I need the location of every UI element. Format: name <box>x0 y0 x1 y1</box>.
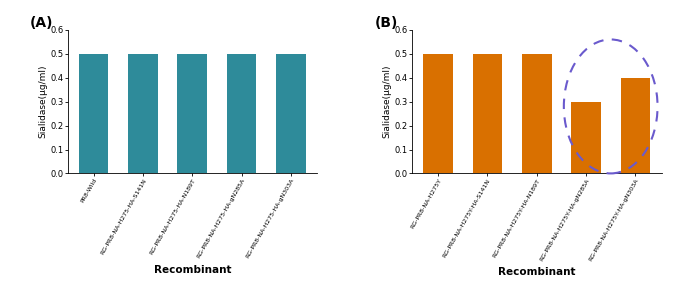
X-axis label: Recombinant: Recombinant <box>153 265 231 275</box>
Bar <box>571 102 601 173</box>
Bar <box>79 54 109 173</box>
Text: (B): (B) <box>375 16 398 30</box>
Bar <box>227 54 256 173</box>
Y-axis label: Sialidase(μg/ml): Sialidase(μg/ml) <box>383 65 392 138</box>
Bar <box>178 54 207 173</box>
Bar <box>472 54 502 173</box>
Text: (A): (A) <box>30 16 53 30</box>
Y-axis label: Sialidase(μg/ml): Sialidase(μg/ml) <box>38 65 47 138</box>
Bar <box>423 54 453 173</box>
Bar <box>620 78 650 173</box>
Bar <box>522 54 551 173</box>
Bar <box>128 54 158 173</box>
Bar <box>276 54 306 173</box>
X-axis label: Recombinant: Recombinant <box>498 268 576 277</box>
